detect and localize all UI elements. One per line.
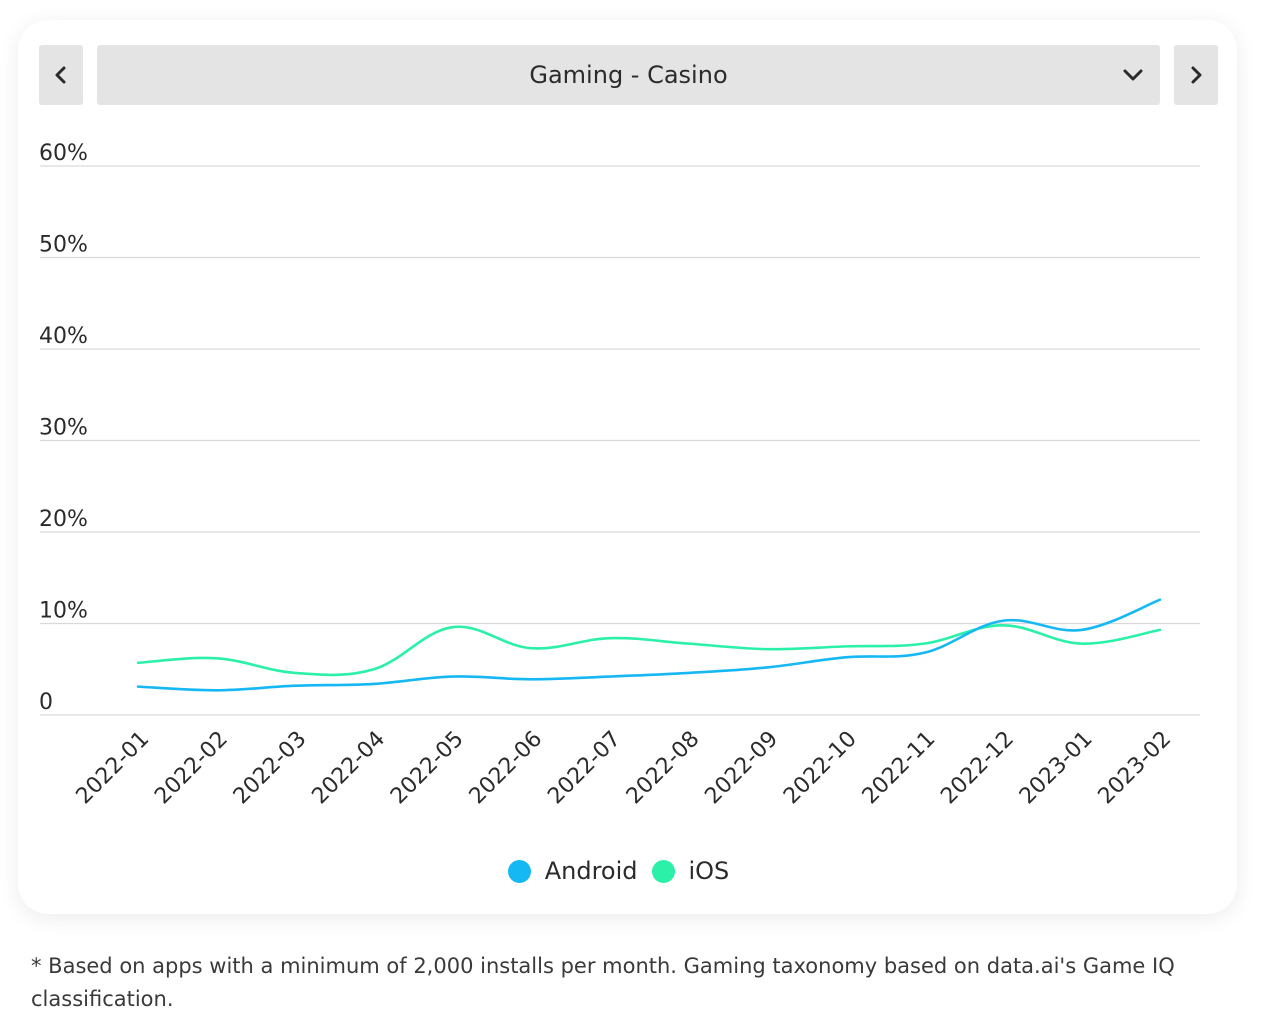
x-tick-label: 2022-06: [465, 727, 548, 810]
chevron-down-icon: [1123, 69, 1143, 81]
legend-item-android[interactable]: Android: [507, 857, 638, 885]
x-tick-label: 2023-02: [1094, 727, 1177, 810]
chevron-right-icon: [1191, 66, 1202, 84]
x-tick-label: 2022-02: [150, 727, 233, 810]
x-tick-label: 2023-01: [1015, 727, 1098, 810]
prev-category-button[interactable]: [39, 45, 83, 105]
y-tick-label: 40%: [39, 324, 88, 349]
legend-label-android: Android: [544, 857, 638, 885]
legend-marker-ios: [651, 859, 675, 883]
x-tick-label: 2022-10: [779, 727, 862, 810]
x-tick-label: 2022-09: [700, 727, 783, 810]
category-dropdown[interactable]: Gaming - Casino: [97, 45, 1160, 105]
x-tick-label: 2022-01: [72, 727, 155, 810]
x-tick-label: 2022-08: [622, 727, 705, 810]
x-tick-label: 2022-05: [386, 727, 469, 810]
y-tick-label: 0: [39, 690, 53, 715]
x-tick-label: 2022-11: [858, 727, 941, 810]
x-tick-label: 2022-07: [543, 727, 626, 810]
series-line-android[interactable]: [136, 598, 1162, 692]
legend-label-ios: iOS: [688, 857, 730, 885]
x-tick-label: 2022-03: [229, 727, 312, 810]
grid-lines: [40, 165, 1200, 716]
y-tick-label: 50%: [39, 233, 88, 258]
y-tick-label: 30%: [39, 416, 88, 441]
x-tick-label: 2022-12: [936, 727, 1019, 810]
legend-marker-android: [507, 859, 531, 883]
y-tick-label: 20%: [39, 507, 88, 532]
chart-card: [18, 20, 1237, 914]
chart-legend: Android iOS: [0, 852, 1237, 890]
y-axis-tick-labels: 0 10% 20% 30% 40% 50% 60%: [39, 141, 88, 715]
category-dropdown-label: Gaming - Casino: [529, 61, 728, 89]
y-tick-label: 10%: [39, 599, 88, 624]
footnote: * Based on apps with a minimum of 2,000 …: [31, 954, 1175, 1011]
legend-item-ios[interactable]: iOS: [651, 857, 730, 885]
chevron-left-icon: [55, 66, 66, 84]
line-chart: 010%20%30%40%50%60% 2022-012022-022022-0…: [39, 141, 1200, 810]
x-axis-tick-labels: 2022-012022-022022-032022-042022-052022-…: [72, 727, 1177, 810]
series-lines: [136, 598, 1162, 692]
series-line-ios[interactable]: [136, 624, 1162, 677]
x-tick-label: 2022-04: [307, 727, 390, 810]
y-tick-label: 60%: [39, 141, 88, 166]
next-category-button[interactable]: [1174, 45, 1218, 105]
